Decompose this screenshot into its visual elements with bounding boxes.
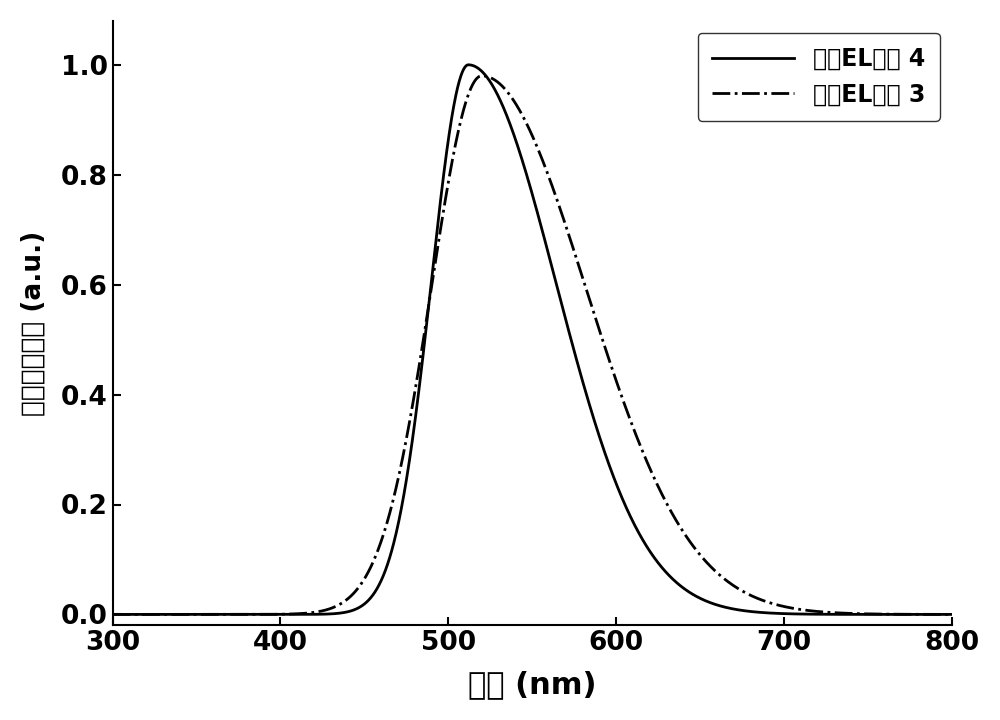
有机EL器件 3 [768, 600, 780, 608]
有机EL器件 4 [768, 609, 780, 618]
有机EL器件 4 [922, 610, 934, 618]
Legend: 有机EL器件 4, 有机EL器件 3: 有机EL器件 4, 有机EL器件 3 [698, 32, 940, 121]
Y-axis label: 电致发光强度 (a.u.): 电致发光强度 (a.u.) [21, 230, 47, 415]
X-axis label: 波长 (nm): 波长 (nm) [468, 670, 596, 699]
有机EL器件 3 [107, 610, 119, 618]
有机EL器件 4 [946, 610, 958, 618]
Line: 有机EL器件 4: 有机EL器件 4 [113, 65, 952, 614]
有机EL器件 4 [463, 60, 475, 69]
有机EL器件 3 [921, 610, 933, 618]
有机EL器件 3 [493, 78, 505, 87]
有机EL器件 4 [515, 152, 527, 161]
有机EL器件 3 [476, 71, 488, 80]
有机EL器件 4 [921, 610, 933, 618]
有机EL器件 3 [515, 109, 527, 117]
有机EL器件 4 [107, 610, 119, 618]
有机EL器件 3 [922, 610, 934, 618]
有机EL器件 3 [946, 610, 958, 618]
有机EL器件 4 [493, 93, 505, 102]
有机EL器件 4 [149, 610, 161, 618]
有机EL器件 3 [149, 610, 161, 618]
Line: 有机EL器件 3: 有机EL器件 3 [113, 76, 952, 614]
